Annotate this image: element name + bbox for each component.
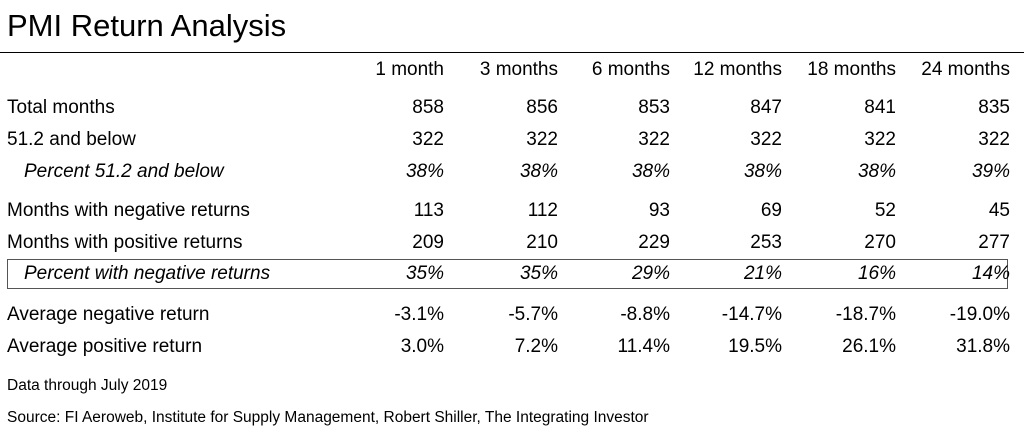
data-date-note: Data through July 2019 (7, 377, 168, 394)
table-cell: 35% (405, 263, 444, 284)
table-cell: 38% (857, 161, 896, 182)
table-cell: 38% (631, 161, 670, 182)
table-cell: 856 (526, 97, 558, 118)
column-header: 12 months (693, 59, 782, 80)
table-cell: 69 (760, 200, 782, 221)
table-cell: 39% (971, 161, 1010, 182)
column-header: 1 month (375, 59, 444, 80)
table-cell: -5.7% (508, 304, 558, 325)
table-cell: 45 (988, 200, 1010, 221)
table-cell: 229 (638, 232, 670, 253)
column-header: 18 months (807, 59, 896, 80)
table-cell: -19.0% (949, 304, 1010, 325)
table-cell: 31.8% (956, 336, 1010, 357)
table-cell: 52 (874, 200, 896, 221)
table-row: Total months 858 856 853 847 841 835 (0, 93, 1024, 123)
row-label: Total months (7, 97, 115, 118)
table-cell: 322 (412, 129, 444, 150)
column-header: 24 months (921, 59, 1010, 80)
table-cell: 112 (527, 200, 558, 221)
table-cell: 858 (412, 97, 444, 118)
table-cell: 322 (978, 129, 1010, 150)
table-row: Average positive return 3.0% 7.2% 11.4% … (0, 332, 1024, 362)
row-label: Percent 51.2 and below (24, 161, 224, 182)
row-label: Months with positive returns (7, 232, 243, 253)
table-cell: 7.2% (514, 336, 558, 357)
table-cell: 841 (864, 97, 896, 118)
table-cell: 113 (413, 200, 444, 221)
table-row: Months with negative returns 113 112 93 … (0, 196, 1024, 226)
highlight-box (7, 259, 1008, 289)
table-cell: 38% (405, 161, 444, 182)
table-row: Months with positive returns 209 210 229… (0, 228, 1024, 258)
column-header: 6 months (591, 59, 670, 80)
table-cell: 210 (526, 232, 558, 253)
table-cell: 253 (750, 232, 782, 253)
table-cell: 322 (526, 129, 558, 150)
source-note: Source: FI Aeroweb, Institute for Supply… (7, 409, 649, 426)
table-row: 51.2 and below 322 322 322 322 322 322 (0, 125, 1024, 155)
table-cell: 29% (631, 263, 670, 284)
table-row: Percent with negative returns 35% 35% 29… (0, 259, 1024, 289)
table-cell: 322 (750, 129, 782, 150)
table-cell: 38% (743, 161, 782, 182)
table-cell: 14% (971, 263, 1010, 284)
page-title: PMI Return Analysis (7, 8, 287, 43)
row-label: Percent with negative returns (24, 263, 271, 284)
table-cell: 277 (978, 232, 1010, 253)
row-label: Average negative return (7, 304, 210, 325)
table-cell: 270 (864, 232, 896, 253)
table-cell: 322 (638, 129, 670, 150)
table-cell: 19.5% (728, 336, 782, 357)
table-cell: -3.1% (394, 304, 444, 325)
table-cell: -14.7% (721, 304, 782, 325)
row-label: Average positive return (7, 336, 203, 357)
table-cell: 3.0% (400, 336, 444, 357)
table-cell: 16% (857, 263, 896, 284)
row-label: Months with negative returns (7, 200, 250, 221)
table-cell: 11.4% (617, 336, 670, 357)
table-cell: 835 (978, 97, 1010, 118)
table-cell: 847 (750, 97, 782, 118)
table-cell: 38% (519, 161, 558, 182)
table-cell: -18.7% (835, 304, 896, 325)
table-row: Average negative return -3.1% -5.7% -8.8… (0, 300, 1024, 330)
table-cell: 35% (519, 263, 558, 284)
table-cell: 21% (743, 263, 782, 284)
table-cell: 209 (412, 232, 444, 253)
table-cell: 93 (648, 200, 670, 221)
table-cell: 322 (864, 129, 896, 150)
title-divider (0, 52, 1024, 53)
table-cell: 26.1% (842, 336, 896, 357)
table-row: Percent 51.2 and below 38% 38% 38% 38% 3… (0, 157, 1024, 187)
row-label: 51.2 and below (7, 129, 136, 150)
column-header: 3 months (479, 59, 558, 80)
table-cell: 853 (638, 97, 670, 118)
column-header-row: 1 month 3 months 6 months 12 months 18 m… (0, 55, 1024, 85)
table-cell: -8.8% (620, 304, 670, 325)
